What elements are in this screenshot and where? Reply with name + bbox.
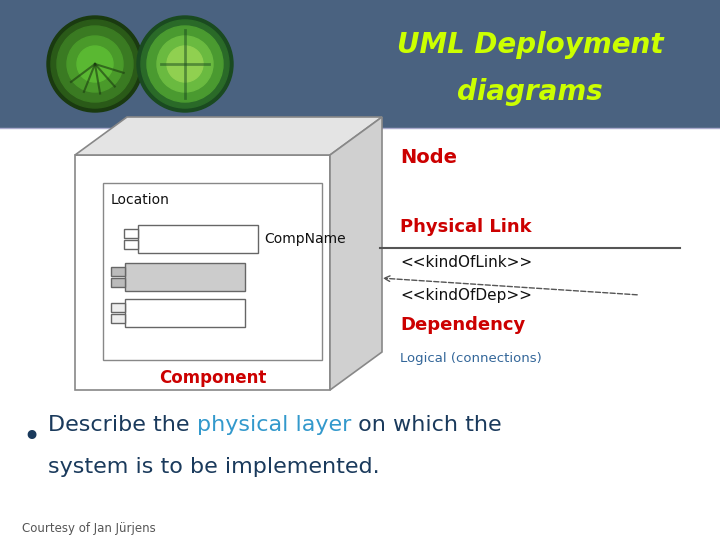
Text: Logical (connections): Logical (connections) (400, 352, 541, 365)
Circle shape (51, 20, 139, 108)
Bar (125, 299, 245, 327)
Text: •: • (22, 423, 40, 452)
Circle shape (77, 46, 113, 82)
Text: UML Deployment: UML Deployment (397, 31, 663, 59)
Bar (124, 240, 138, 249)
Bar (75, 155, 330, 390)
Text: Component: Component (159, 369, 266, 387)
Text: Location: Location (111, 193, 170, 207)
Bar (111, 278, 125, 287)
Text: Physical Link: Physical Link (400, 218, 531, 236)
Text: <<kindOfLink>>: <<kindOfLink>> (400, 255, 532, 270)
Bar (138, 225, 258, 253)
Circle shape (167, 46, 203, 82)
Text: Describe the: Describe the (48, 415, 197, 435)
Circle shape (47, 16, 143, 112)
Bar (0, 0, 720, 128)
Text: <<kindOfDep>>: <<kindOfDep>> (400, 288, 532, 303)
Text: physical layer: physical layer (197, 415, 351, 435)
Polygon shape (330, 117, 382, 390)
Circle shape (67, 36, 123, 92)
Circle shape (157, 36, 213, 92)
Polygon shape (75, 117, 382, 155)
Bar (124, 229, 138, 238)
Bar (111, 303, 125, 312)
Text: Dependency: Dependency (400, 316, 526, 334)
Bar (111, 267, 125, 276)
Text: CompName: CompName (264, 232, 346, 246)
Text: Courtesy of Jan Jürjens: Courtesy of Jan Jürjens (22, 522, 156, 535)
Text: diagrams: diagrams (457, 78, 603, 106)
Circle shape (141, 20, 229, 108)
Bar (103, 183, 322, 360)
Circle shape (147, 26, 223, 102)
Circle shape (57, 26, 133, 102)
Text: system is to be implemented.: system is to be implemented. (48, 457, 379, 477)
Text: Node: Node (400, 148, 457, 167)
Bar (125, 263, 245, 291)
Circle shape (137, 16, 233, 112)
Bar (111, 314, 125, 323)
Text: on which the: on which the (351, 415, 502, 435)
